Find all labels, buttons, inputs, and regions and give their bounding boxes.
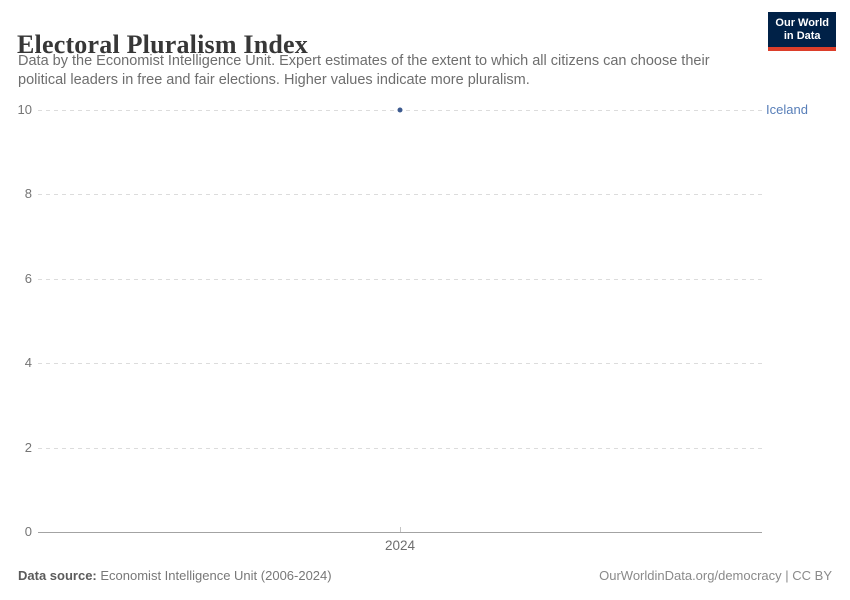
gridline — [38, 278, 762, 280]
y-axis-tick-label: 8 — [24, 186, 32, 202]
x-axis-line — [38, 532, 762, 533]
gridline — [38, 363, 762, 365]
data-point-iceland[interactable] — [397, 107, 403, 113]
gridline — [38, 194, 762, 196]
chart-footer: Data source: Economist Intelligence Unit… — [18, 568, 832, 583]
x-axis-tick-label: 2024 — [384, 538, 416, 553]
data-source-value: Economist Intelligence Unit (2006-2024) — [96, 568, 332, 583]
entity-label-iceland[interactable]: Iceland — [766, 102, 808, 117]
owid-url-link[interactable]: OurWorldinData.org/democracy | CC BY — [599, 568, 832, 583]
chart-title: Electoral Pluralism Index — [17, 30, 308, 60]
y-axis-tick-label: 2 — [24, 439, 32, 455]
chart-subtitle: Data by the Economist Intelligence Unit.… — [18, 53, 710, 88]
data-source-note: Data source: Economist Intelligence Unit… — [18, 568, 332, 583]
y-axis-tick-label: 6 — [24, 270, 32, 286]
y-axis-tick-label: 4 — [24, 355, 32, 371]
y-axis-tick-label: 10 — [17, 102, 32, 117]
owid-logo-line1: Our World — [775, 17, 829, 29]
owid-logo-line2: in Data — [783, 30, 821, 42]
x-axis-tick-mark — [399, 527, 401, 532]
y-axis-tick-label: 0 — [24, 524, 32, 539]
plot-area: 0 2 4 6 8 10 2024 — [18, 102, 762, 553]
gridline — [38, 447, 762, 449]
owid-logo[interactable]: Our World in Data — [768, 12, 836, 51]
data-source-label: Data source: — [18, 568, 97, 583]
